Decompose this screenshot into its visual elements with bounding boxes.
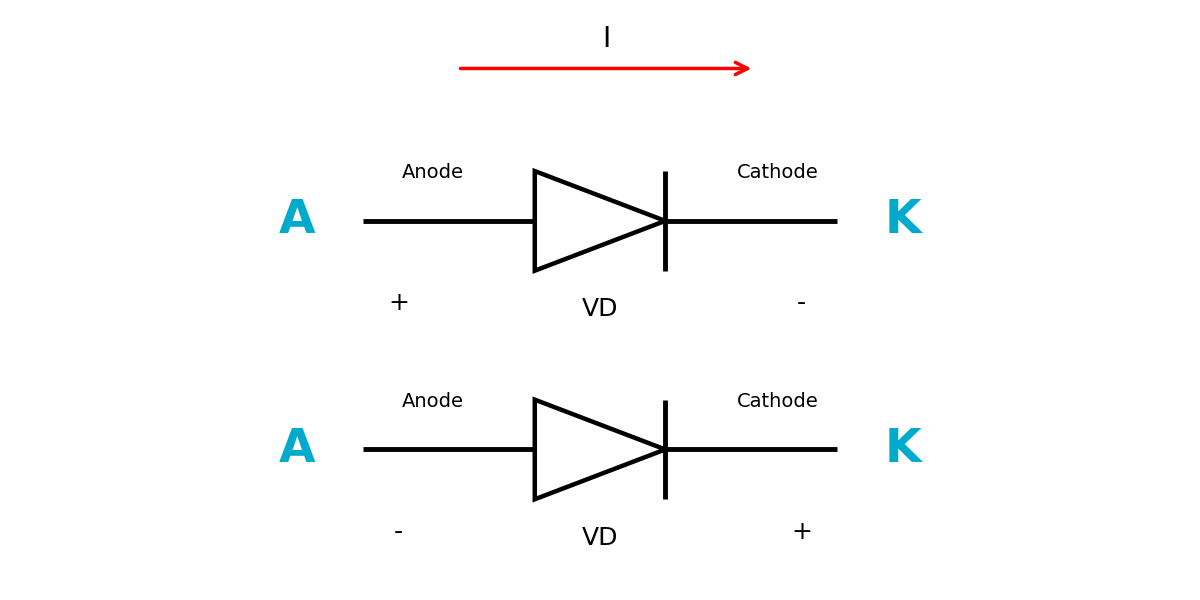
Text: A: A [280,427,316,472]
Polygon shape [535,171,665,271]
Text: Anode: Anode [402,163,463,182]
Text: -: - [797,291,806,315]
Text: -: - [394,520,403,544]
Text: Anode: Anode [402,392,463,410]
Text: VD: VD [582,297,618,321]
Polygon shape [535,400,665,499]
Text: +: + [791,520,812,544]
Text: +: + [388,291,409,315]
Text: A: A [280,199,316,244]
Text: Cathode: Cathode [737,392,818,410]
Text: K: K [884,199,920,244]
Text: Cathode: Cathode [737,163,818,182]
Text: I: I [602,25,610,53]
Text: VD: VD [582,526,618,550]
Text: K: K [884,427,920,472]
